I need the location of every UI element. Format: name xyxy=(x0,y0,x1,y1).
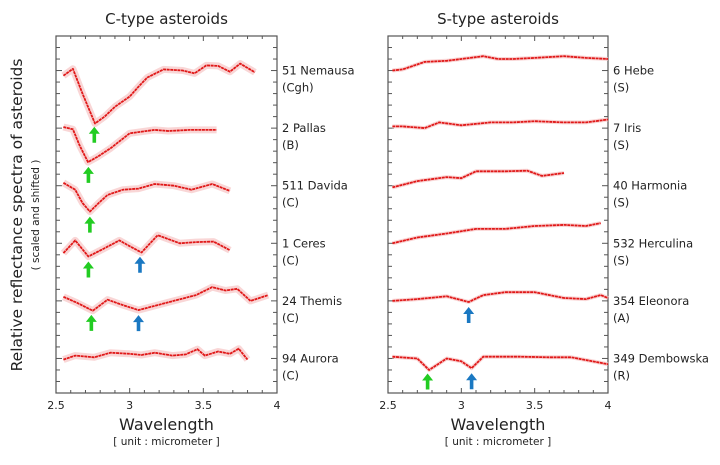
asteroid-class: (R) xyxy=(613,368,630,382)
spectrum-354-eleonora: 354 Eleonora (A) xyxy=(392,290,689,325)
green-arrow-icon xyxy=(88,126,100,143)
blue-arrow-icon xyxy=(134,256,146,273)
asteroid-name: 354 Eleonora xyxy=(613,294,689,308)
error-bars xyxy=(391,168,565,190)
x-tick-label: 3.5 xyxy=(526,399,544,412)
spectrum-line xyxy=(392,55,609,72)
x-tick-label: 3 xyxy=(458,399,465,412)
x-axis-label: Wavelength xyxy=(119,415,214,434)
asteroid-class: (C) xyxy=(282,196,299,210)
spectrum-line xyxy=(392,291,609,303)
spectrum-line xyxy=(63,126,217,164)
asteroid-name: 6 Hebe xyxy=(613,64,654,78)
error-bars xyxy=(391,221,602,246)
spectrum-line xyxy=(62,182,231,213)
panel-s-type: S-type asteroids 2.5 3 3.5 4 Wavelength [ unit… xyxy=(379,10,709,448)
x-axis-unit: [ unit : micrometer ] xyxy=(445,436,551,448)
asteroid-name: 40 Harmonia xyxy=(613,179,687,193)
asteroid-class: (Cgh) xyxy=(282,81,314,95)
spectrum-40-harmonia: 40 Harmonia (S) xyxy=(391,168,687,210)
asteroid-class: (S) xyxy=(613,138,629,152)
asteroid-class: (S) xyxy=(613,81,629,95)
panel-title: C-type asteroids xyxy=(105,10,228,28)
asteroid-class: (C) xyxy=(282,253,299,267)
green-arrow-icon xyxy=(82,261,94,278)
green-arrow-icon xyxy=(422,373,434,390)
blue-arrow-icon xyxy=(466,373,478,390)
spectrum-51-nemausa: 51 Nemausa (Cgh) xyxy=(61,60,355,143)
asteroid-class: (B) xyxy=(282,138,299,152)
spectrum-line xyxy=(392,222,601,245)
spectrum-24-themis: 24 Themis (C) xyxy=(61,283,342,332)
green-arrow-icon xyxy=(82,166,94,183)
panel-title: S-type asteroids xyxy=(437,10,559,28)
asteroid-name: 511 Davida xyxy=(282,179,348,193)
x-axis-unit: [ unit : micrometer ] xyxy=(113,436,219,448)
asteroid-name: 51 Nemausa xyxy=(282,64,355,78)
asteroid-name: 2 Pallas xyxy=(282,121,326,135)
green-arrow-icon xyxy=(84,216,96,233)
spectrum-line xyxy=(392,169,565,189)
asteroid-name: 532 Herculina xyxy=(613,236,693,250)
spectrum-349-dembowska: 349 Dembowska (R) xyxy=(392,351,709,390)
asteroid-class: (S) xyxy=(613,253,629,267)
spectrum-532-herculina: 532 Herculina (S) xyxy=(391,221,693,267)
spectrum-94-aurora: 94 Aurora (C) xyxy=(62,345,339,382)
x-tick-label: 4 xyxy=(274,399,281,412)
asteroid-name: 1 Ceres xyxy=(282,236,326,250)
panel-c-type: C-type asteroids 2.5 3 3.5 4 Wavelength [ unit… xyxy=(47,10,354,448)
asteroid-class: (C) xyxy=(282,311,299,325)
x-axis-label: Wavelength xyxy=(451,415,546,434)
spectrum-511-davida: 511 Davida (C) xyxy=(61,179,348,233)
spectrum-line xyxy=(63,286,269,312)
x-tick-label: 3.5 xyxy=(195,399,213,412)
error-bars xyxy=(392,354,609,372)
blue-arrow-icon xyxy=(463,307,475,324)
plot-frame xyxy=(55,35,278,394)
x-tick-label: 2.5 xyxy=(47,399,65,412)
spectrum-line xyxy=(63,347,249,361)
x-tick-label: 3 xyxy=(126,399,133,412)
asteroid-name: 94 Aurora xyxy=(282,351,339,365)
error-bars xyxy=(392,117,609,131)
plot-frame xyxy=(387,35,609,394)
y-axis-sublabel: ( scaled and shifted ) xyxy=(30,160,42,271)
asteroid-name: 7 Iris xyxy=(613,121,641,135)
error-bars xyxy=(61,283,270,315)
asteroid-name: 24 Themis xyxy=(282,294,342,308)
asteroid-class: (A) xyxy=(613,311,630,325)
error-bars xyxy=(62,345,251,363)
x-tick-label: 4 xyxy=(605,399,612,412)
spectrum-1-ceres: 1 Ceres (C) xyxy=(60,231,326,278)
y-axis-label: Relative reflectance spectra of asteroid… xyxy=(8,59,26,372)
green-arrow-icon xyxy=(85,314,97,331)
asteroid-name: 349 Dembowska xyxy=(613,351,709,365)
spectrum-7-iris: 7 Iris (S) xyxy=(392,117,641,152)
spectrum-6-hebe: 6 Hebe (S) xyxy=(392,54,654,95)
spectrum-line xyxy=(62,62,256,125)
spectrum-line xyxy=(392,118,609,130)
asteroid-class: (C) xyxy=(282,368,299,382)
asteroid-class: (S) xyxy=(613,196,629,210)
spectrum-2-pallas: 2 Pallas (B) xyxy=(62,121,326,183)
x-tick-label: 2.5 xyxy=(379,399,397,412)
blue-arrow-icon xyxy=(133,315,145,332)
spectrum-line xyxy=(62,234,231,258)
